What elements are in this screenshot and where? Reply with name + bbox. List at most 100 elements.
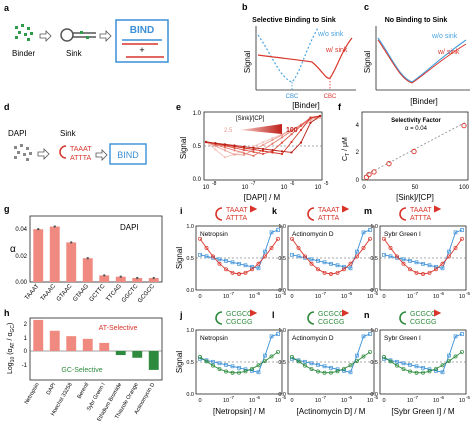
point-reference	[395, 359, 399, 364]
e-point	[252, 154, 255, 157]
point-sink	[237, 272, 241, 276]
point-sink	[276, 349, 280, 354]
point-sink	[256, 261, 261, 266]
ylabel: Signal	[175, 351, 184, 373]
g-bar	[115, 276, 126, 282]
f-xtick-0: 0	[362, 185, 366, 191]
xtick: 10	[223, 398, 229, 404]
point-reference	[303, 359, 307, 364]
e-point	[290, 133, 293, 136]
point-reference	[217, 361, 222, 366]
h-ytick-0: 2	[24, 322, 28, 328]
e-point	[280, 133, 284, 137]
point-reference	[290, 252, 294, 257]
f-point	[366, 171, 372, 178]
point-sink	[447, 254, 451, 259]
point-reference	[355, 249, 359, 254]
point-reference	[408, 258, 412, 263]
point-reference	[296, 254, 301, 259]
e-point	[280, 136, 284, 139]
series-line-reference	[199, 333, 279, 373]
xtick: 10	[407, 398, 413, 404]
panel-c-ylabel: Signal	[363, 51, 372, 73]
bind-label: BIND	[130, 25, 154, 36]
point-sink	[348, 261, 353, 266]
hairpin-seq-bot: CGCGG	[318, 319, 344, 326]
point-reference	[348, 266, 353, 271]
point-reference	[256, 266, 261, 271]
panel-label-b: b	[242, 2, 248, 12]
panel-b: b Selective Binding to Sink w/o sink w/ …	[242, 2, 356, 110]
point-reference	[217, 257, 222, 262]
point-sink	[316, 369, 320, 374]
point-sink	[303, 363, 307, 368]
point-sink	[408, 267, 412, 272]
ytick: 1.0	[370, 328, 378, 334]
drug-name: Actinomycin D	[292, 231, 334, 238]
e-ylabel: Signal	[179, 137, 188, 159]
arrow-icon-2	[99, 30, 112, 42]
sink-label-d: Sink	[60, 129, 77, 138]
point-reference	[434, 368, 438, 373]
h-bar	[33, 319, 44, 351]
svg-text:-6: -6	[290, 181, 295, 187]
h-bar	[148, 351, 159, 370]
e-point	[318, 116, 322, 120]
panel-label-d: d	[4, 102, 10, 112]
point-sink	[447, 359, 451, 363]
e-xlabel: [DAPI] / M	[244, 193, 281, 202]
xlabel: [Netropsin] / M	[213, 407, 265, 416]
f-ytick-0: 0	[356, 178, 360, 184]
point-sink	[453, 354, 458, 359]
xtick: 10	[341, 294, 347, 300]
h-ytick-3: -1	[22, 363, 28, 369]
e-legend-hi: 100	[286, 127, 298, 134]
hairpin-seq-top: TAAAT	[318, 207, 340, 214]
panel-label-n: n	[364, 310, 370, 320]
h-ylabel: Log10 (αAT / αGC)	[7, 323, 16, 374]
xtick: 10	[341, 398, 347, 404]
e-point	[233, 144, 236, 147]
point-sink	[460, 236, 464, 241]
bind-box	[115, 19, 169, 63]
e-point	[290, 129, 293, 133]
panel-label-j: j	[179, 310, 183, 320]
panel-c-xlabel: [Binder]	[410, 97, 438, 106]
point-sink	[421, 370, 425, 375]
e-point	[223, 149, 227, 152]
ytick: 0.0	[278, 288, 286, 294]
point-sink	[401, 367, 406, 371]
xtick-exp: -6	[440, 395, 444, 400]
point-sink	[395, 363, 399, 368]
e-point	[233, 153, 236, 156]
e-point	[309, 116, 312, 120]
g-bars	[33, 225, 159, 282]
point-reference	[460, 332, 464, 336]
g-bar-point	[152, 276, 155, 280]
point-reference	[237, 365, 241, 370]
panel-b-title: Selective Binding to Sink	[252, 17, 336, 24]
e-point	[290, 140, 293, 144]
hairpin-icon	[215, 207, 223, 221]
point-sink	[230, 270, 235, 275]
point-reference	[243, 367, 248, 372]
e-point	[318, 114, 322, 118]
g-bar-point	[119, 275, 122, 278]
point-sink	[211, 363, 215, 368]
xtick: 10	[249, 398, 255, 404]
h-xtick: DAPI	[46, 382, 58, 397]
point-reference	[329, 261, 333, 266]
point-reference	[401, 257, 406, 262]
point-reference	[361, 230, 366, 235]
e-point	[271, 137, 274, 140]
xtick-exp: -6	[256, 291, 260, 296]
h-xtick: Netropsin	[24, 382, 41, 405]
hairpin-seq-top: TAAAT	[410, 207, 432, 214]
seq-bot-d: ATTTA	[70, 155, 91, 162]
panel-b-xlabel: [Binder]	[292, 101, 320, 110]
drug-name: Netropsin	[200, 231, 228, 238]
xtick-exp: -6	[440, 291, 444, 296]
e-legend-wedge	[240, 124, 282, 134]
g-ytick-2: 0.04	[15, 227, 27, 233]
